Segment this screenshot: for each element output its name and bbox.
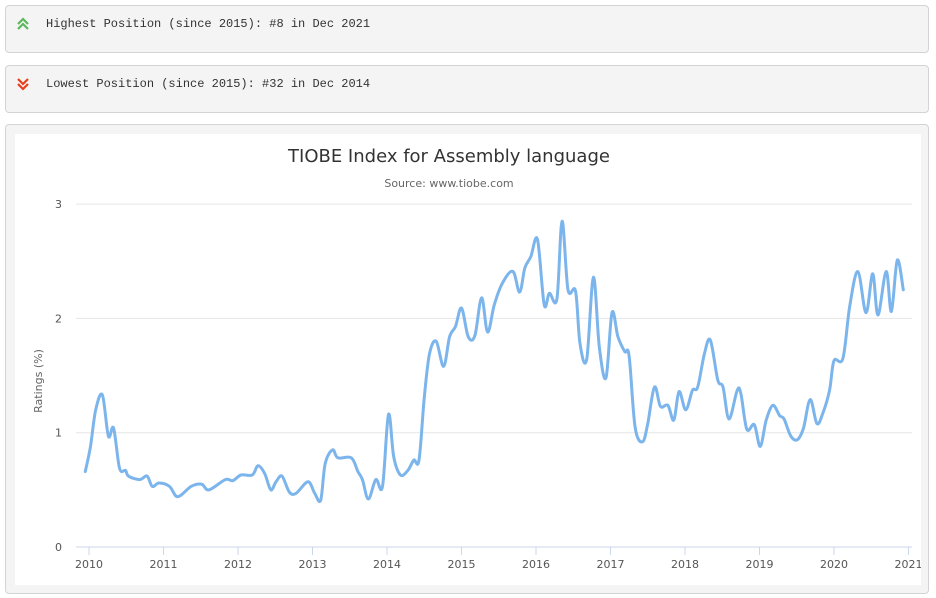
chart-area: TIOBE Index for Assembly language Source… — [15, 134, 921, 585]
chart-panel: TIOBE Index for Assembly language Source… — [5, 124, 929, 594]
double-chevron-down-icon — [17, 78, 29, 91]
x-tick-label: 2011 — [150, 558, 178, 571]
x-tick-label: 2018 — [671, 558, 699, 571]
y-tick-label: 1 — [55, 427, 62, 440]
lowest-position-text: Lowest Position (since 2015): #32 in Dec… — [46, 77, 371, 91]
x-tick-label: 2016 — [522, 558, 550, 571]
double-chevron-up-icon — [17, 17, 29, 30]
x-tick-label: 2020 — [820, 558, 848, 571]
highest-position-text: Highest Position (since 2015): #8 in Dec… — [46, 17, 371, 31]
series-line — [83, 219, 905, 504]
y-tick-label: 3 — [55, 198, 62, 211]
x-tick-label: 2013 — [299, 558, 327, 571]
x-tick-label: 2015 — [448, 558, 476, 571]
x-tick-label: 2012 — [224, 558, 252, 571]
x-tick-label: 2014 — [373, 558, 401, 571]
y-tick-label: 0 — [55, 541, 62, 554]
x-tick-label: 2019 — [746, 558, 774, 571]
y-axis-label: Ratings (%) — [32, 349, 45, 413]
x-tick-label: 2021 — [895, 558, 922, 571]
chart-subtitle: Source: www.tiobe.com — [384, 177, 513, 190]
chart-title: TIOBE Index for Assembly language — [287, 146, 610, 167]
y-tick-label: 2 — [55, 312, 62, 325]
x-tick-label: 2017 — [597, 558, 625, 571]
line-chart: TIOBE Index for Assembly language Source… — [32, 146, 922, 571]
highest-position-panel: Highest Position (since 2015): #8 in Dec… — [5, 5, 929, 53]
x-tick-label: 2010 — [75, 558, 103, 571]
lowest-position-panel: Lowest Position (since 2015): #32 in Dec… — [5, 65, 929, 113]
